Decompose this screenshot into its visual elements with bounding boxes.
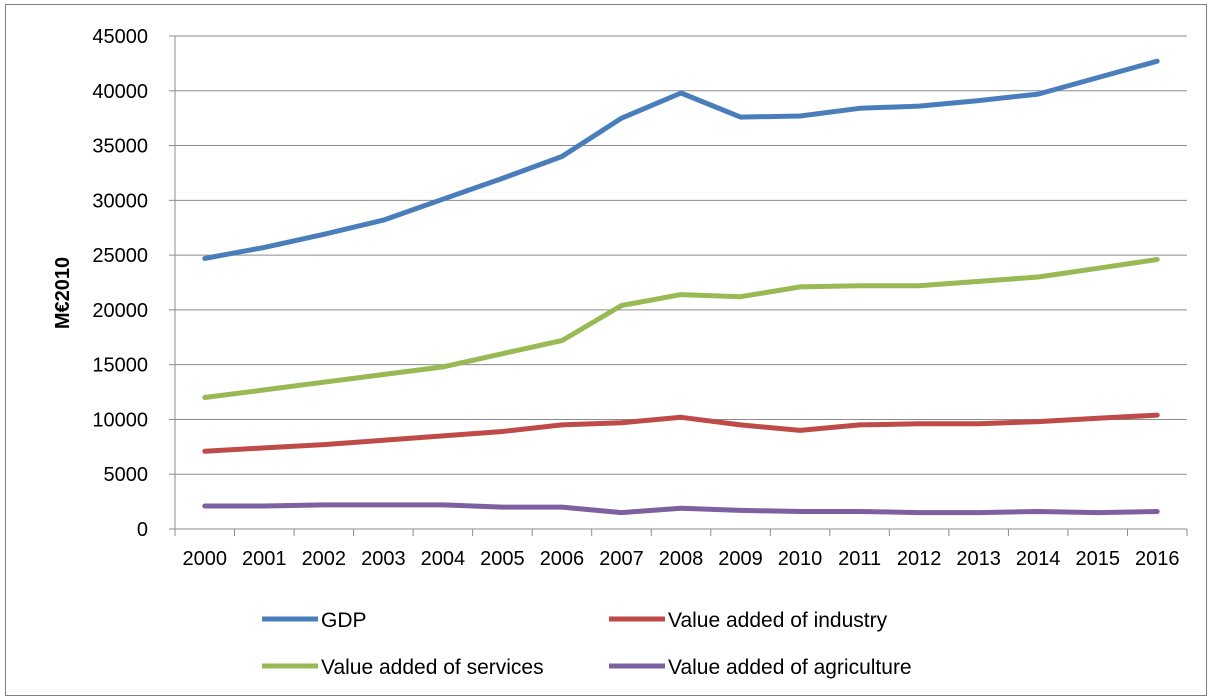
y-tick-label: 0	[137, 519, 148, 541]
legend-label: Value added of industry	[668, 609, 888, 632]
x-tick-label: 2014	[1016, 548, 1061, 570]
legend: GDP Value added of industry Value added of…	[262, 609, 912, 679]
legend-label: GDP	[321, 609, 367, 632]
x-tick-label: 2013	[956, 548, 1001, 570]
series-line-3	[202, 257, 1160, 400]
x-tick-label: 2015	[1075, 548, 1120, 570]
y-axis-title: M€2010	[52, 257, 74, 329]
x-tick-label: 2005	[480, 548, 525, 570]
legend-label: Value added of agriculture	[668, 656, 912, 679]
axes	[169, 35, 1188, 536]
series-lines	[202, 58, 1160, 516]
y-tick-label: 40000	[92, 81, 148, 103]
legend-label: Value added of services	[321, 656, 544, 679]
series-line-2	[202, 412, 1160, 454]
x-tick-label: 2001	[242, 548, 287, 570]
x-tick-label: 2003	[361, 548, 406, 570]
legend-item: Value added of agriculture	[609, 656, 912, 679]
x-tick-label: 2006	[540, 548, 585, 570]
x-tick-label: 2008	[659, 548, 704, 570]
y-tick-labels: 0 5000 10000 15000 20000 25000 30000 35000 40000…	[92, 26, 148, 541]
x-tick-label: 2000	[183, 548, 228, 570]
x-tick-label: 2010	[778, 548, 823, 570]
chart-frame	[5, 4, 1207, 696]
series-line-4	[202, 502, 1160, 516]
x-tick-label: 2002	[302, 548, 347, 570]
x-tick-label: 2012	[897, 548, 942, 570]
y-tick-label: 25000	[92, 245, 148, 267]
y-tick-label: 35000	[92, 136, 148, 158]
x-tick-label: 2011	[838, 548, 881, 570]
x-tick-labels: 2000 2001 2002 2003 2004 2005 2006 2007 2008 2009…	[183, 548, 1180, 570]
legend-item: Value added of services	[262, 656, 544, 679]
y-tick-label: 30000	[92, 190, 148, 212]
series-line-1	[202, 58, 1160, 261]
gridlines	[175, 35, 1187, 475]
x-tick-label: 2004	[421, 548, 466, 570]
y-tick-label: 45000	[92, 26, 148, 48]
x-tick-label: 2009	[718, 548, 763, 570]
x-tick-label: 2016	[1135, 548, 1180, 570]
x-tick-label: 2007	[599, 548, 644, 570]
y-tick-label: 15000	[92, 355, 148, 377]
y-tick-label: 20000	[92, 300, 148, 322]
legend-item: Value added of industry	[609, 609, 888, 632]
y-tick-label: 5000	[104, 464, 149, 486]
legend-item: GDP	[262, 609, 367, 632]
y-tick-label: 10000	[92, 409, 148, 431]
